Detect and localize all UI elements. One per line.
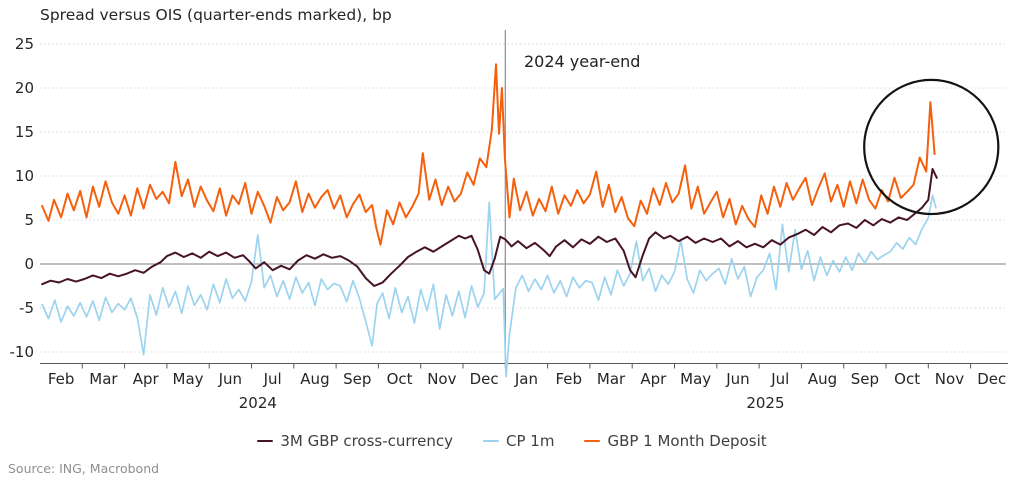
source-note: Source: ING, Macrobond [8,461,160,476]
svg-text:Aug: Aug [300,370,329,388]
x-axis-labels: Feb Mar Apr May Jun Jul Aug Sep Oct Nov Dec Jan Feb M… [48,370,1006,388]
svg-text:-10: -10 [10,343,35,361]
svg-text:Jun: Jun [218,370,242,388]
legend-label: 3M GBP cross-currency [280,432,453,450]
chart-title: Spread versus OIS (quarter-ends marked),… [40,6,392,24]
svg-text:Aug: Aug [808,370,837,388]
series-cp [41,194,937,378]
highlight-circle [863,78,1000,216]
year-end-annotation: 2024 year-end [524,52,641,71]
svg-text:Dec: Dec [977,370,1006,388]
legend-item-3m-gbp-cross-currency: 3M GBP cross-currency [257,432,453,450]
svg-text:May: May [680,370,711,388]
legend-label: GBP 1 Month Deposit [607,432,767,450]
x-axis [40,363,1008,369]
svg-text:Jun: Jun [725,370,749,388]
svg-text:May: May [173,370,204,388]
svg-text:Apr: Apr [640,370,667,388]
svg-text:Jul: Jul [263,370,282,388]
legend-label: CP 1m [506,432,555,450]
svg-text:0: 0 [24,255,34,273]
svg-text:Sep: Sep [343,370,371,388]
svg-text:Mar: Mar [597,370,626,388]
legend-item-gbp-1-month-deposit: GBP 1 Month Deposit [584,432,767,450]
svg-text:Nov: Nov [935,370,964,388]
svg-text:Jul: Jul [770,370,789,388]
svg-text:25: 25 [15,35,34,53]
series-deposit [41,63,936,246]
svg-text:Dec: Dec [470,370,499,388]
svg-text:Apr: Apr [133,370,160,388]
svg-text:Nov: Nov [427,370,456,388]
gridlines [40,43,1006,353]
svg-text:Oct: Oct [894,370,920,388]
svg-text:Feb: Feb [48,370,75,388]
svg-text:Feb: Feb [555,370,582,388]
svg-text:10: 10 [15,167,34,185]
series-cross [41,168,938,287]
legend-swatch-icon [483,439,499,443]
legend: 3M GBP cross-currency CP 1m GBP 1 Month … [0,432,1024,450]
legend-swatch-icon [257,439,274,443]
legend-item-cp-1m: CP 1m [483,432,554,450]
year-label: 2025 [746,394,784,412]
svg-text:Sep: Sep [851,370,879,388]
svg-text:-5: -5 [19,299,34,317]
svg-text:15: 15 [15,123,34,141]
svg-text:5: 5 [24,211,34,229]
legend-swatch-icon [584,439,601,443]
svg-text:Mar: Mar [89,370,118,388]
year-label: 2024 [239,394,277,412]
svg-text:Oct: Oct [387,370,413,388]
svg-text:Jan: Jan [514,370,538,388]
svg-text:20: 20 [15,79,34,97]
y-axis-labels: 25 20 15 10 5 0 -5 -10 [10,35,35,361]
